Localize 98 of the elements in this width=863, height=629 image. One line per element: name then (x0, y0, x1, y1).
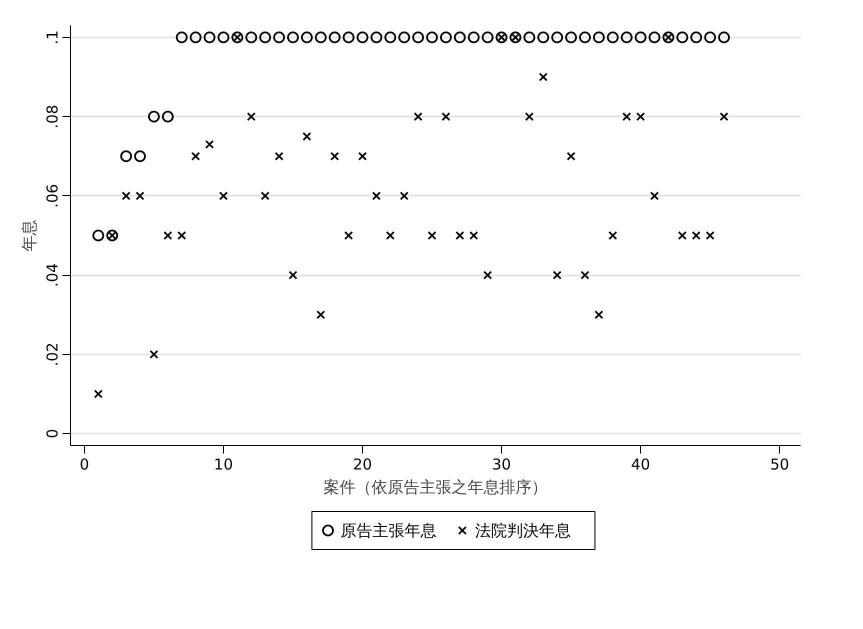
y-axis-title: 年息 (20, 220, 38, 252)
point (219, 191, 228, 200)
point (594, 310, 604, 320)
point (400, 191, 409, 200)
point (428, 231, 436, 240)
point (440, 31, 452, 44)
point (134, 150, 146, 162)
point (704, 31, 716, 44)
point (273, 31, 285, 44)
point (260, 191, 270, 200)
x-tick-label: 50 (770, 456, 790, 474)
point (551, 31, 564, 44)
point (122, 191, 131, 200)
point (592, 31, 605, 44)
point (358, 152, 367, 161)
legend-label: 法院判決年息 (474, 521, 571, 540)
point (288, 270, 298, 280)
y-tick-label: .04 (44, 263, 62, 288)
y-tick-label: .02 (44, 342, 62, 366)
point (455, 231, 464, 240)
point (372, 191, 381, 200)
point (720, 112, 728, 122)
x-axis-title: 案件（依原告主張之年息排序） (324, 478, 548, 496)
point (606, 31, 619, 44)
point (330, 152, 340, 161)
point (608, 231, 618, 240)
point (218, 31, 230, 44)
point (162, 110, 174, 123)
point (316, 310, 326, 320)
x-tick-label: 0 (80, 456, 90, 474)
point (314, 31, 327, 44)
point (176, 31, 188, 44)
point (718, 31, 730, 44)
y-tick-label: .1 (44, 30, 62, 45)
point (148, 110, 160, 123)
point (565, 31, 577, 44)
point (636, 112, 646, 122)
point (538, 72, 548, 82)
point (483, 270, 492, 280)
point (342, 31, 354, 44)
point (537, 31, 550, 44)
point (552, 270, 562, 280)
point (398, 31, 410, 44)
x-tick-label: 40 (631, 456, 650, 474)
point (482, 31, 494, 44)
point (648, 31, 660, 44)
point (676, 31, 688, 44)
point (149, 350, 158, 359)
point (620, 31, 633, 44)
x-tick-label: 10 (214, 456, 234, 474)
point (300, 31, 313, 44)
point (120, 150, 132, 162)
point (692, 231, 701, 240)
point (246, 112, 256, 122)
y-tick-label: .08 (44, 104, 62, 129)
point (650, 191, 659, 200)
point (579, 31, 591, 44)
x-tick-label: 20 (352, 456, 372, 474)
point (454, 31, 466, 44)
point (690, 31, 702, 44)
point (177, 231, 186, 240)
y-tick-label: .06 (44, 184, 62, 208)
point (94, 390, 103, 398)
point (566, 152, 576, 161)
point (468, 31, 480, 44)
point (412, 31, 424, 44)
point (634, 31, 646, 44)
point (386, 231, 395, 240)
point (678, 231, 687, 240)
point (706, 231, 715, 240)
point (302, 132, 312, 141)
point (328, 31, 341, 44)
point (370, 31, 382, 44)
point (190, 31, 202, 44)
point (384, 31, 396, 44)
point (204, 31, 216, 44)
point (356, 31, 368, 44)
point (523, 31, 536, 44)
point (245, 31, 258, 44)
point (191, 152, 200, 161)
y-tick-label: 0 (44, 428, 62, 438)
point (426, 31, 438, 44)
point (205, 140, 214, 149)
point (524, 112, 534, 122)
point (580, 270, 590, 280)
point (92, 230, 104, 242)
x-tick-label: 30 (492, 456, 512, 474)
point (259, 31, 272, 44)
point (287, 31, 299, 44)
point (414, 112, 423, 122)
point (274, 152, 284, 161)
legend-label: 原告主張年息 (340, 521, 437, 540)
point (622, 112, 632, 122)
point (469, 231, 478, 240)
point (163, 231, 172, 240)
point (136, 191, 144, 200)
point (344, 231, 354, 240)
point (441, 112, 450, 122)
